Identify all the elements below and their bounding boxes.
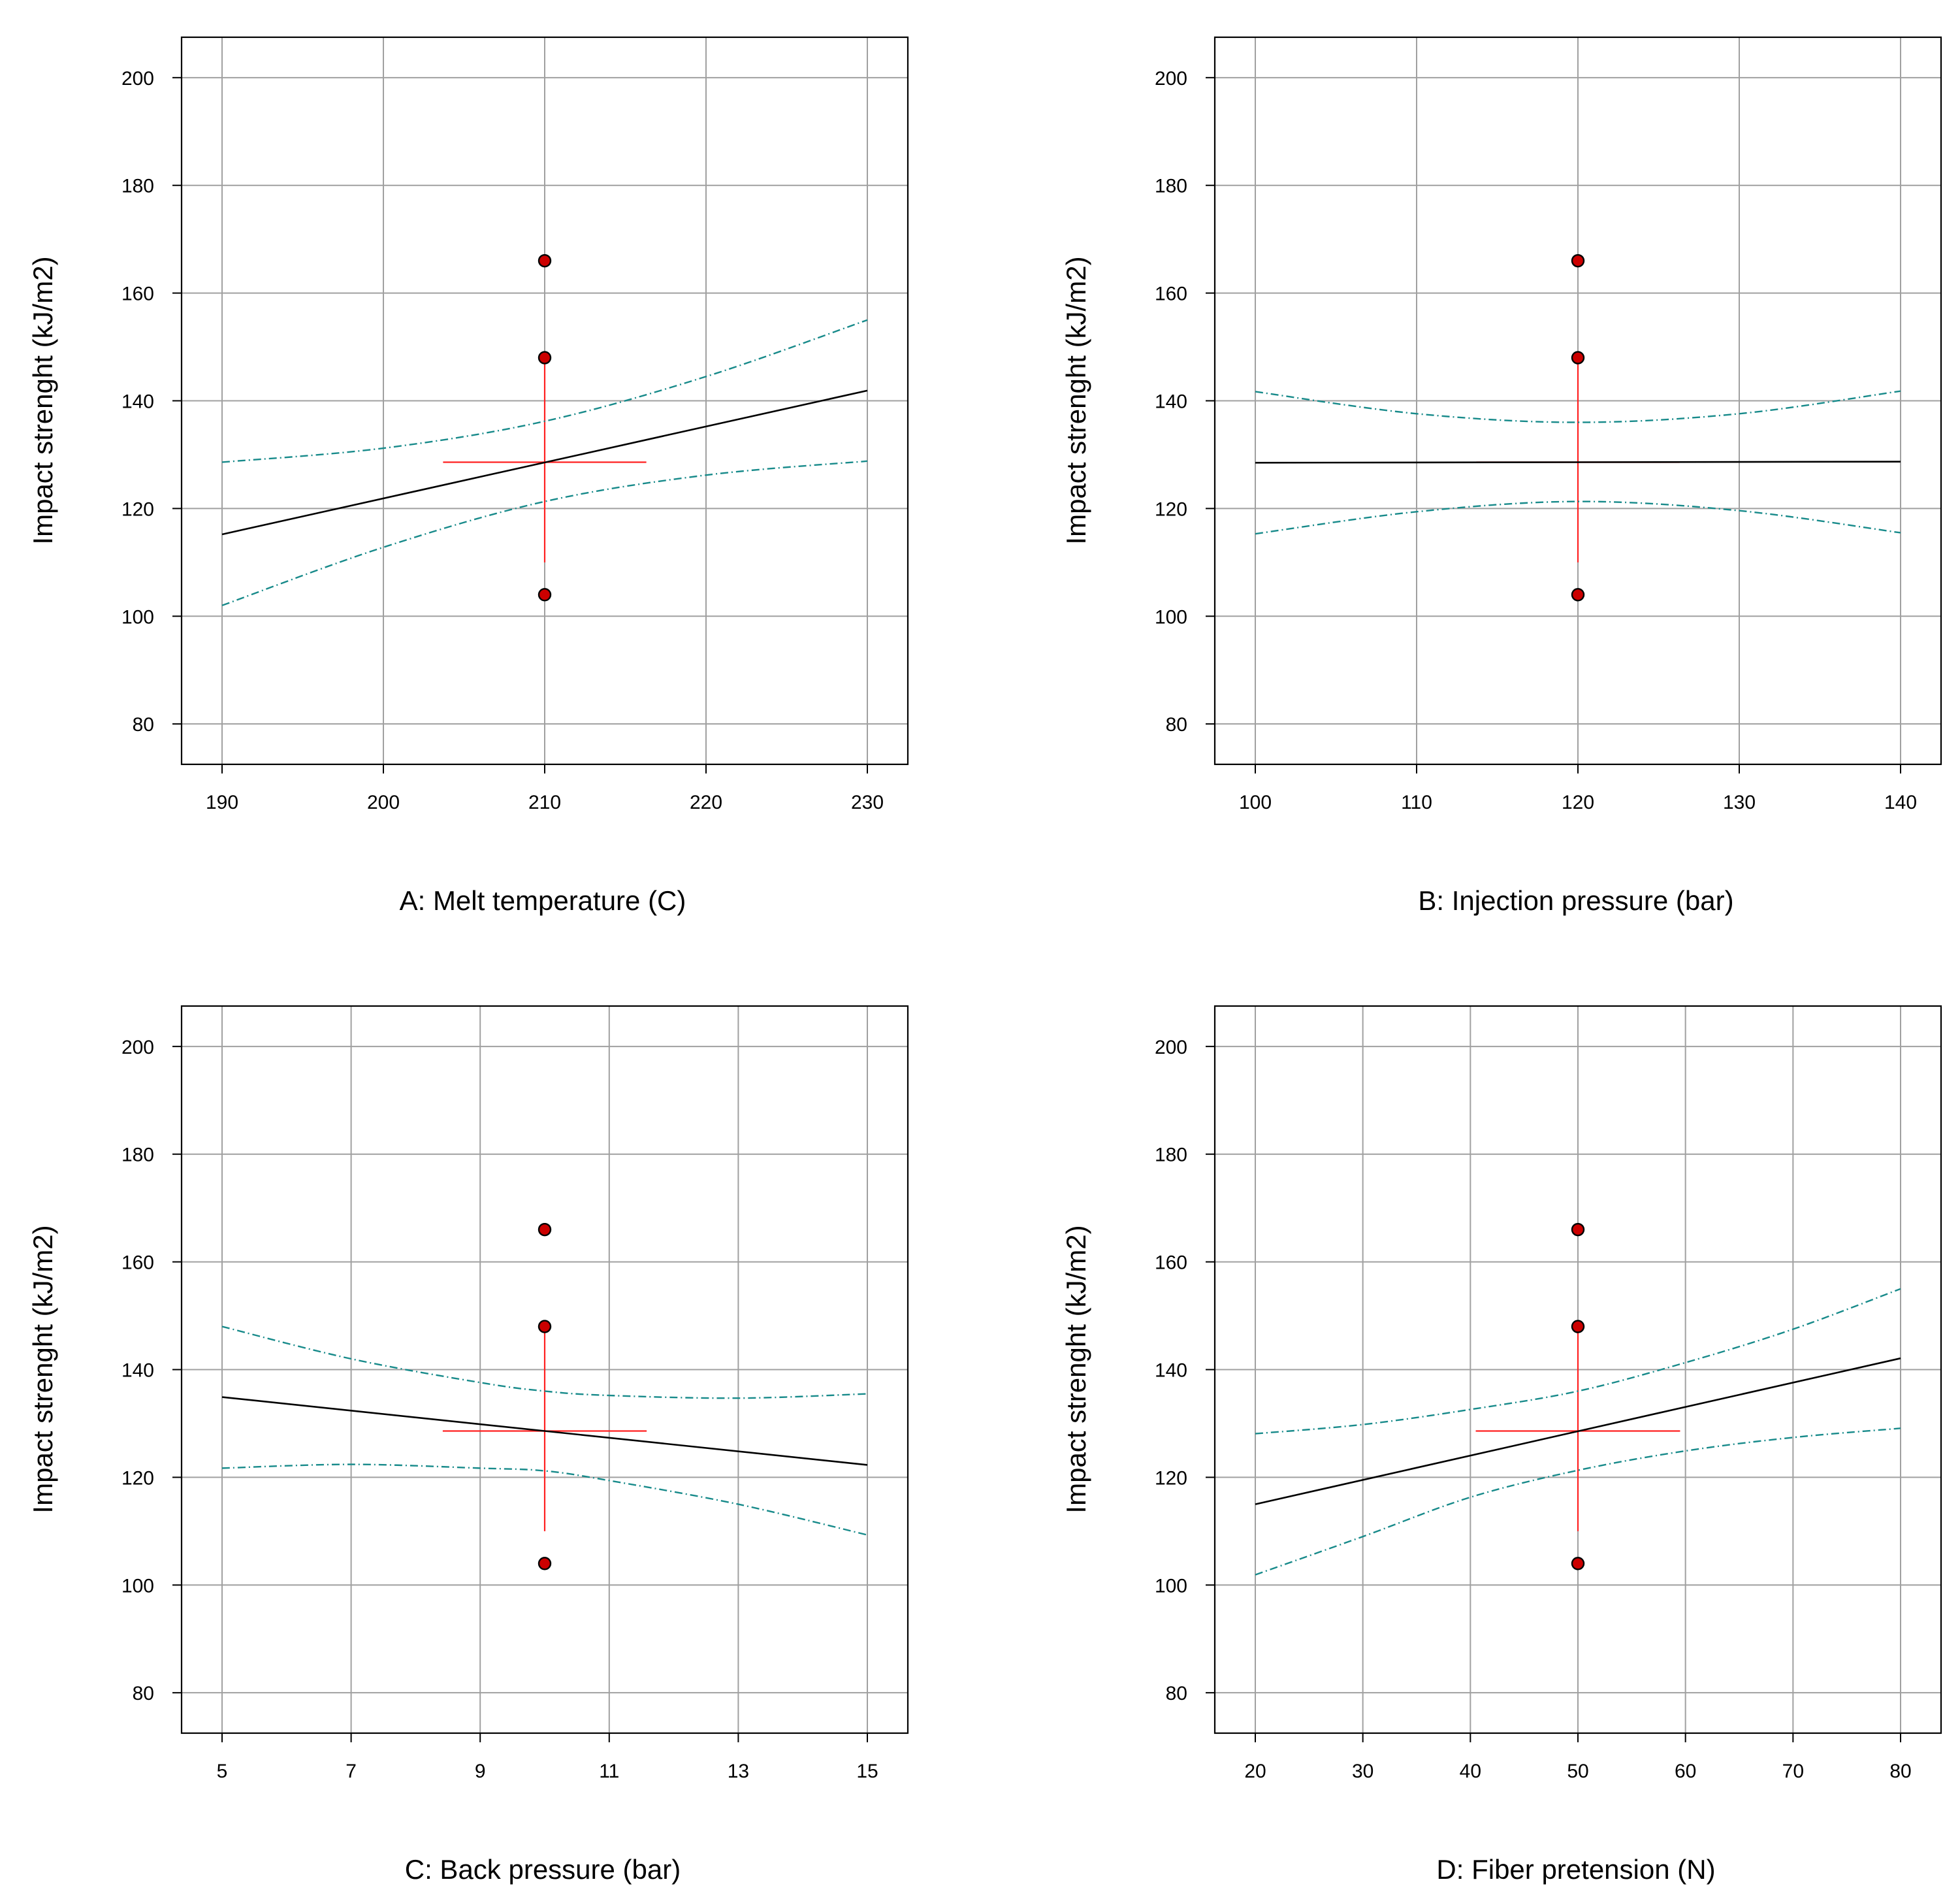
y-tick-label: 80 <box>133 714 154 736</box>
y-tick-label: 180 <box>1155 1145 1187 1166</box>
x-tick-label: 50 <box>1567 1761 1588 1782</box>
x-tick-label: 7 <box>345 1761 357 1782</box>
x-tick-label: 110 <box>1401 792 1432 813</box>
plot-area: 5 7 9 11 13 15 80 100 120 140 160 180 200 <box>121 1005 909 1782</box>
prediction-line <box>221 1396 868 1466</box>
y-tick-label: 80 <box>1166 1683 1187 1704</box>
y-axis-title: Impact strenght (kJ/m2) <box>27 1225 58 1513</box>
y-axis-title: Impact strenght (kJ/m2) <box>1061 256 1091 544</box>
design-point <box>538 351 552 365</box>
x-tick-label: 130 <box>1723 792 1756 813</box>
y-tick-label: 180 <box>121 176 154 197</box>
lower-ci-line <box>221 460 868 606</box>
x-tick-label: 30 <box>1352 1761 1374 1782</box>
y-tick-label: 120 <box>1155 498 1187 520</box>
y-tick-label: 200 <box>1155 1037 1187 1058</box>
x-tick-label: 100 <box>1239 792 1272 813</box>
lower-ci-line <box>1255 1427 1901 1576</box>
y-tick-label: 200 <box>1155 68 1187 89</box>
y-tick-label: 180 <box>121 1145 154 1166</box>
plot-area: 100 110 120 130 140 80 100 120 140 160 180 200 <box>1155 36 1942 813</box>
y-axis-title: Impact strenght (kJ/m2) <box>27 256 58 544</box>
y-axis-title: Impact strenght (kJ/m2) <box>1061 1225 1091 1513</box>
plot-area: 20 30 40 50 60 70 80 80 100 120 140 160 180 200 <box>1155 1005 1942 1782</box>
x-tick-label: 220 <box>690 792 722 813</box>
design-point <box>1571 1222 1585 1237</box>
x-tick-label: 210 <box>528 792 561 813</box>
y-tick-label: 140 <box>121 1360 154 1382</box>
x-tick-label: 15 <box>856 1761 878 1782</box>
design-point <box>538 1222 552 1237</box>
upper-ci-line <box>1255 1288 1901 1435</box>
x-axis-title: D: Fiber pretension (N) <box>1436 1854 1715 1885</box>
y-tick-label: 120 <box>1155 1467 1187 1489</box>
chart-panel-fiber-pretension: 20 30 40 50 60 70 80 80 100 120 140 160 180 200 Impac… <box>1061 1005 1942 1885</box>
x-tick-label: 60 <box>1675 1761 1696 1782</box>
y-tick-label: 180 <box>1155 176 1187 197</box>
y-tick-label: 120 <box>121 498 154 520</box>
y-tick-label: 140 <box>1155 1360 1187 1382</box>
design-point <box>538 253 552 268</box>
x-tick-label: 230 <box>851 792 884 813</box>
y-tick-label: 80 <box>1166 714 1187 736</box>
y-tick-label: 200 <box>121 1037 154 1058</box>
design-point <box>538 1557 552 1570</box>
x-axis-title: B: Injection pressure (bar) <box>1418 885 1733 916</box>
design-point <box>1571 1557 1585 1570</box>
x-tick-label: 80 <box>1889 1761 1911 1782</box>
chart-panel-back-pressure: 5 7 9 11 13 15 80 100 120 140 160 180 200 Impact str… <box>27 1005 909 1885</box>
design-point <box>1571 253 1585 268</box>
y-tick-label: 160 <box>121 284 154 305</box>
y-tick-label: 120 <box>121 1467 154 1489</box>
x-tick-label: 140 <box>1884 792 1917 813</box>
x-tick-label: 13 <box>728 1761 749 1782</box>
upper-ci-line <box>221 1326 868 1399</box>
design-point <box>1571 1320 1585 1333</box>
x-tick-label: 5 <box>217 1761 228 1782</box>
y-tick-label: 160 <box>1155 284 1187 305</box>
y-tick-label: 100 <box>1155 1575 1187 1597</box>
x-tick-label: 120 <box>1562 792 1594 813</box>
x-tick-label: 11 <box>599 1761 619 1782</box>
prediction-line <box>1255 1357 1901 1505</box>
x-tick-label: 190 <box>206 792 238 813</box>
x-tick-label: 70 <box>1782 1761 1804 1782</box>
y-tick-label: 200 <box>121 68 154 89</box>
x-tick-label: 40 <box>1460 1761 1481 1782</box>
y-tick-label: 160 <box>1155 1252 1187 1274</box>
x-axis-title: A: Melt temperature (C) <box>400 885 686 916</box>
chart-panel-melt-temperature: 190 200 210 220 230 80 100 120 140 160 180 200 Impa… <box>27 36 909 916</box>
y-tick-label: 100 <box>121 606 154 628</box>
y-tick-label: 100 <box>121 1575 154 1597</box>
design-point <box>538 1320 552 1333</box>
x-axis-title: C: Back pressure (bar) <box>405 1854 681 1885</box>
x-tick-label: 200 <box>367 792 400 813</box>
chart-panel-injection-pressure: 100 110 120 130 140 80 100 120 140 160 180 200 Impa… <box>1061 36 1942 916</box>
design-point <box>1571 351 1585 365</box>
y-tick-label: 100 <box>1155 606 1187 628</box>
x-tick-label: 9 <box>475 1761 486 1782</box>
design-point <box>538 588 552 602</box>
upper-ci-line <box>221 319 868 463</box>
y-tick-label: 160 <box>121 1252 154 1274</box>
x-tick-label: 20 <box>1244 1761 1266 1782</box>
plot-area: 190 200 210 220 230 80 100 120 140 160 180 200 <box>121 36 909 813</box>
y-tick-label: 140 <box>121 391 154 413</box>
prediction-line <box>221 389 868 536</box>
design-point <box>1571 588 1585 602</box>
y-tick-label: 140 <box>1155 391 1187 413</box>
prediction-line <box>1255 461 1901 464</box>
y-tick-label: 80 <box>133 1683 154 1704</box>
